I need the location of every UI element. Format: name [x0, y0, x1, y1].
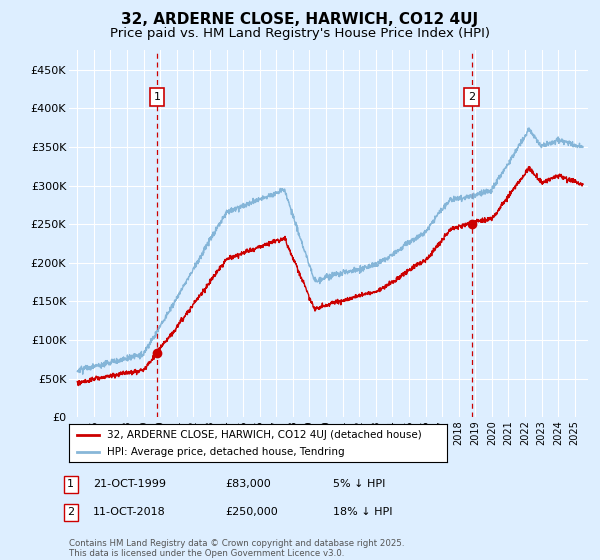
- Text: 32, ARDERNE CLOSE, HARWICH, CO12 4UJ (detached house): 32, ARDERNE CLOSE, HARWICH, CO12 4UJ (de…: [107, 430, 422, 440]
- Text: 21-OCT-1999: 21-OCT-1999: [93, 479, 166, 489]
- Text: Contains HM Land Registry data © Crown copyright and database right 2025.
This d: Contains HM Land Registry data © Crown c…: [69, 539, 404, 558]
- Text: 18% ↓ HPI: 18% ↓ HPI: [333, 507, 392, 517]
- Text: 1: 1: [67, 479, 74, 489]
- Text: 5% ↓ HPI: 5% ↓ HPI: [333, 479, 385, 489]
- Text: £83,000: £83,000: [225, 479, 271, 489]
- Text: 1: 1: [154, 92, 161, 102]
- Text: Price paid vs. HM Land Registry's House Price Index (HPI): Price paid vs. HM Land Registry's House …: [110, 27, 490, 40]
- Text: HPI: Average price, detached house, Tendring: HPI: Average price, detached house, Tend…: [107, 447, 344, 458]
- Text: 32, ARDERNE CLOSE, HARWICH, CO12 4UJ: 32, ARDERNE CLOSE, HARWICH, CO12 4UJ: [121, 12, 479, 27]
- Text: 2: 2: [468, 92, 475, 102]
- Text: 2: 2: [67, 507, 74, 517]
- Text: £250,000: £250,000: [225, 507, 278, 517]
- Text: 11-OCT-2018: 11-OCT-2018: [93, 507, 166, 517]
